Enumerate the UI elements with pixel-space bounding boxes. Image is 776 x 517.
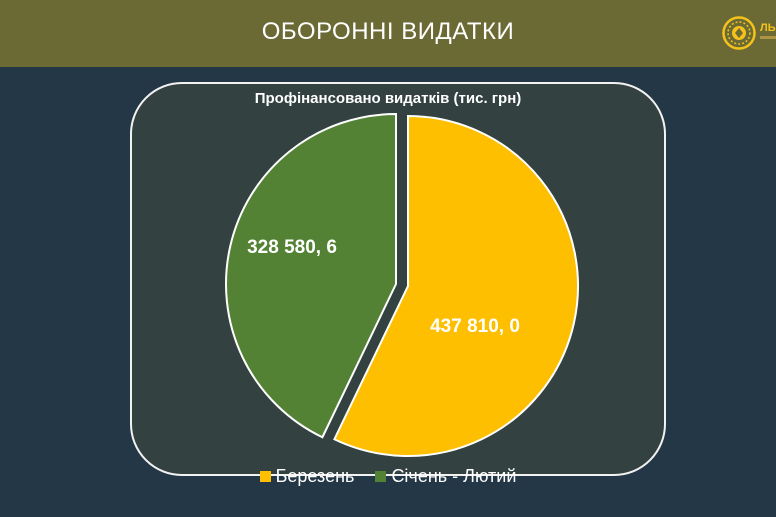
pie-slice-march [333, 114, 579, 457]
legend-label-jan-feb: Січень - Лютий [391, 466, 517, 486]
legend-label-march: Березень [275, 466, 355, 486]
data-label-march: 437 810, 0 [430, 316, 520, 337]
logo-subtext-line [760, 36, 776, 39]
data-label-jan-feb: 328 580, 6 [247, 237, 337, 258]
page-title: ОБОРОННІ ВИДАТКИ [261, 18, 515, 45]
legend-swatch-jan-feb [375, 471, 387, 482]
chart-title: Профінансовано видатків (тис. грн) [254, 90, 522, 107]
chart-legend: Березень Січень - Лютий [0, 466, 776, 487]
pie-slice-jan-feb [225, 112, 397, 439]
logo-icon [722, 16, 756, 50]
legend-item-jan-feb: Січень - Лютий [375, 466, 516, 487]
legend-swatch-march [259, 471, 271, 482]
legend-item-march: Березень [259, 466, 355, 487]
logo-text: ЛЬ [760, 22, 776, 34]
header-bar: ОБОРОННІ ВИДАТКИ ЛЬ [0, 0, 776, 67]
